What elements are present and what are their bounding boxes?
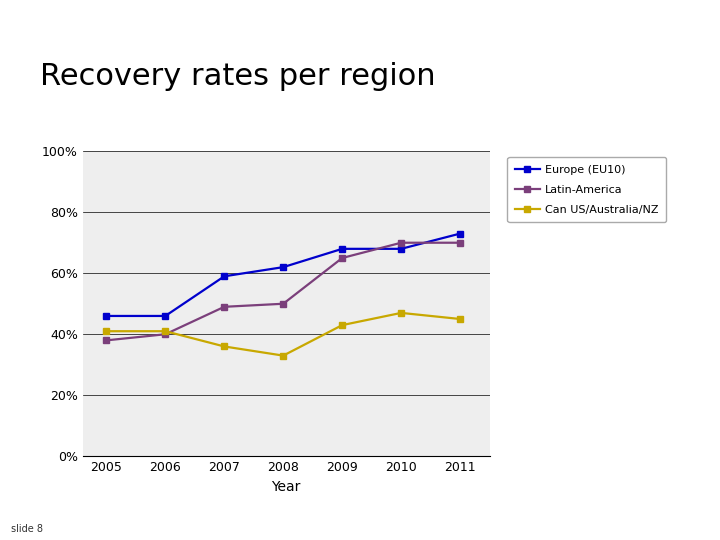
Europe (EU10) (220, 273, 229, 280)
Europe (EU10) (456, 231, 464, 237)
Latin-America (338, 255, 346, 261)
Line: Europe (EU10): Europe (EU10) (104, 231, 463, 319)
Latin-America (279, 300, 287, 307)
Can US/Australia/NZ (102, 328, 111, 334)
Text: Recovery rates per region: Recovery rates per region (40, 62, 435, 91)
Can US/Australia/NZ (397, 309, 405, 316)
Line: Can US/Australia/NZ: Can US/Australia/NZ (104, 310, 463, 359)
Can US/Australia/NZ (161, 328, 170, 334)
Line: Latin-America: Latin-America (104, 240, 463, 343)
Legend: Europe (EU10), Latin-America, Can US/Australia/NZ: Europe (EU10), Latin-America, Can US/Aus… (508, 157, 667, 222)
Latin-America (456, 240, 464, 246)
Can US/Australia/NZ (220, 343, 229, 350)
Europe (EU10) (161, 313, 170, 319)
X-axis label: Year: Year (271, 480, 301, 494)
Latin-America (102, 337, 111, 343)
Latin-America (220, 303, 229, 310)
Europe (EU10) (102, 313, 111, 319)
Europe (EU10) (338, 246, 346, 252)
Europe (EU10) (397, 246, 405, 252)
Latin-America (397, 240, 405, 246)
Can US/Australia/NZ (338, 322, 346, 328)
Text: slide 8: slide 8 (11, 523, 42, 534)
Latin-America (161, 331, 170, 338)
Europe (EU10) (279, 264, 287, 271)
Can US/Australia/NZ (456, 316, 464, 322)
Can US/Australia/NZ (279, 353, 287, 359)
